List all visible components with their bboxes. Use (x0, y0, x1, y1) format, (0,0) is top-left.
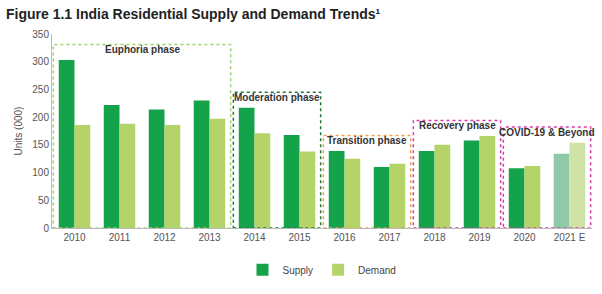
svg-text:50: 50 (38, 195, 50, 206)
svg-text:Units (000): Units (000) (13, 107, 24, 156)
svg-text:2013: 2013 (198, 232, 221, 243)
svg-text:2017: 2017 (378, 232, 401, 243)
svg-text:2018: 2018 (423, 232, 446, 243)
svg-text:0: 0 (43, 223, 49, 234)
svg-text:200: 200 (32, 112, 49, 123)
svg-text:2016: 2016 (333, 232, 356, 243)
svg-text:2020: 2020 (513, 232, 536, 243)
svg-text:Moderation phase: Moderation phase (234, 92, 320, 103)
svg-text:Supply: Supply (283, 265, 314, 276)
svg-text:2021 E: 2021 E (554, 232, 586, 243)
svg-text:2014: 2014 (243, 232, 266, 243)
svg-text:2015: 2015 (288, 232, 311, 243)
svg-text:2011: 2011 (109, 232, 131, 243)
svg-text:100: 100 (32, 167, 49, 178)
svg-text:Demand: Demand (358, 265, 396, 276)
svg-text:Transition phase: Transition phase (327, 135, 407, 146)
svg-text:350: 350 (32, 29, 49, 40)
svg-text:2010: 2010 (63, 232, 86, 243)
svg-text:Euphoria phase: Euphoria phase (105, 44, 180, 55)
svg-text:250: 250 (32, 84, 49, 95)
svg-text:150: 150 (32, 139, 49, 150)
svg-text:2012: 2012 (153, 232, 176, 243)
svg-text:Recovery phase: Recovery phase (419, 120, 496, 131)
svg-text:300: 300 (32, 56, 49, 67)
svg-text:Figure 1.1 India Residential S: Figure 1.1 India Residential Supply and … (6, 6, 381, 22)
svg-text:COVID-19 & Beyond: COVID-19 & Beyond (499, 127, 595, 138)
svg-text:2019: 2019 (468, 232, 491, 243)
